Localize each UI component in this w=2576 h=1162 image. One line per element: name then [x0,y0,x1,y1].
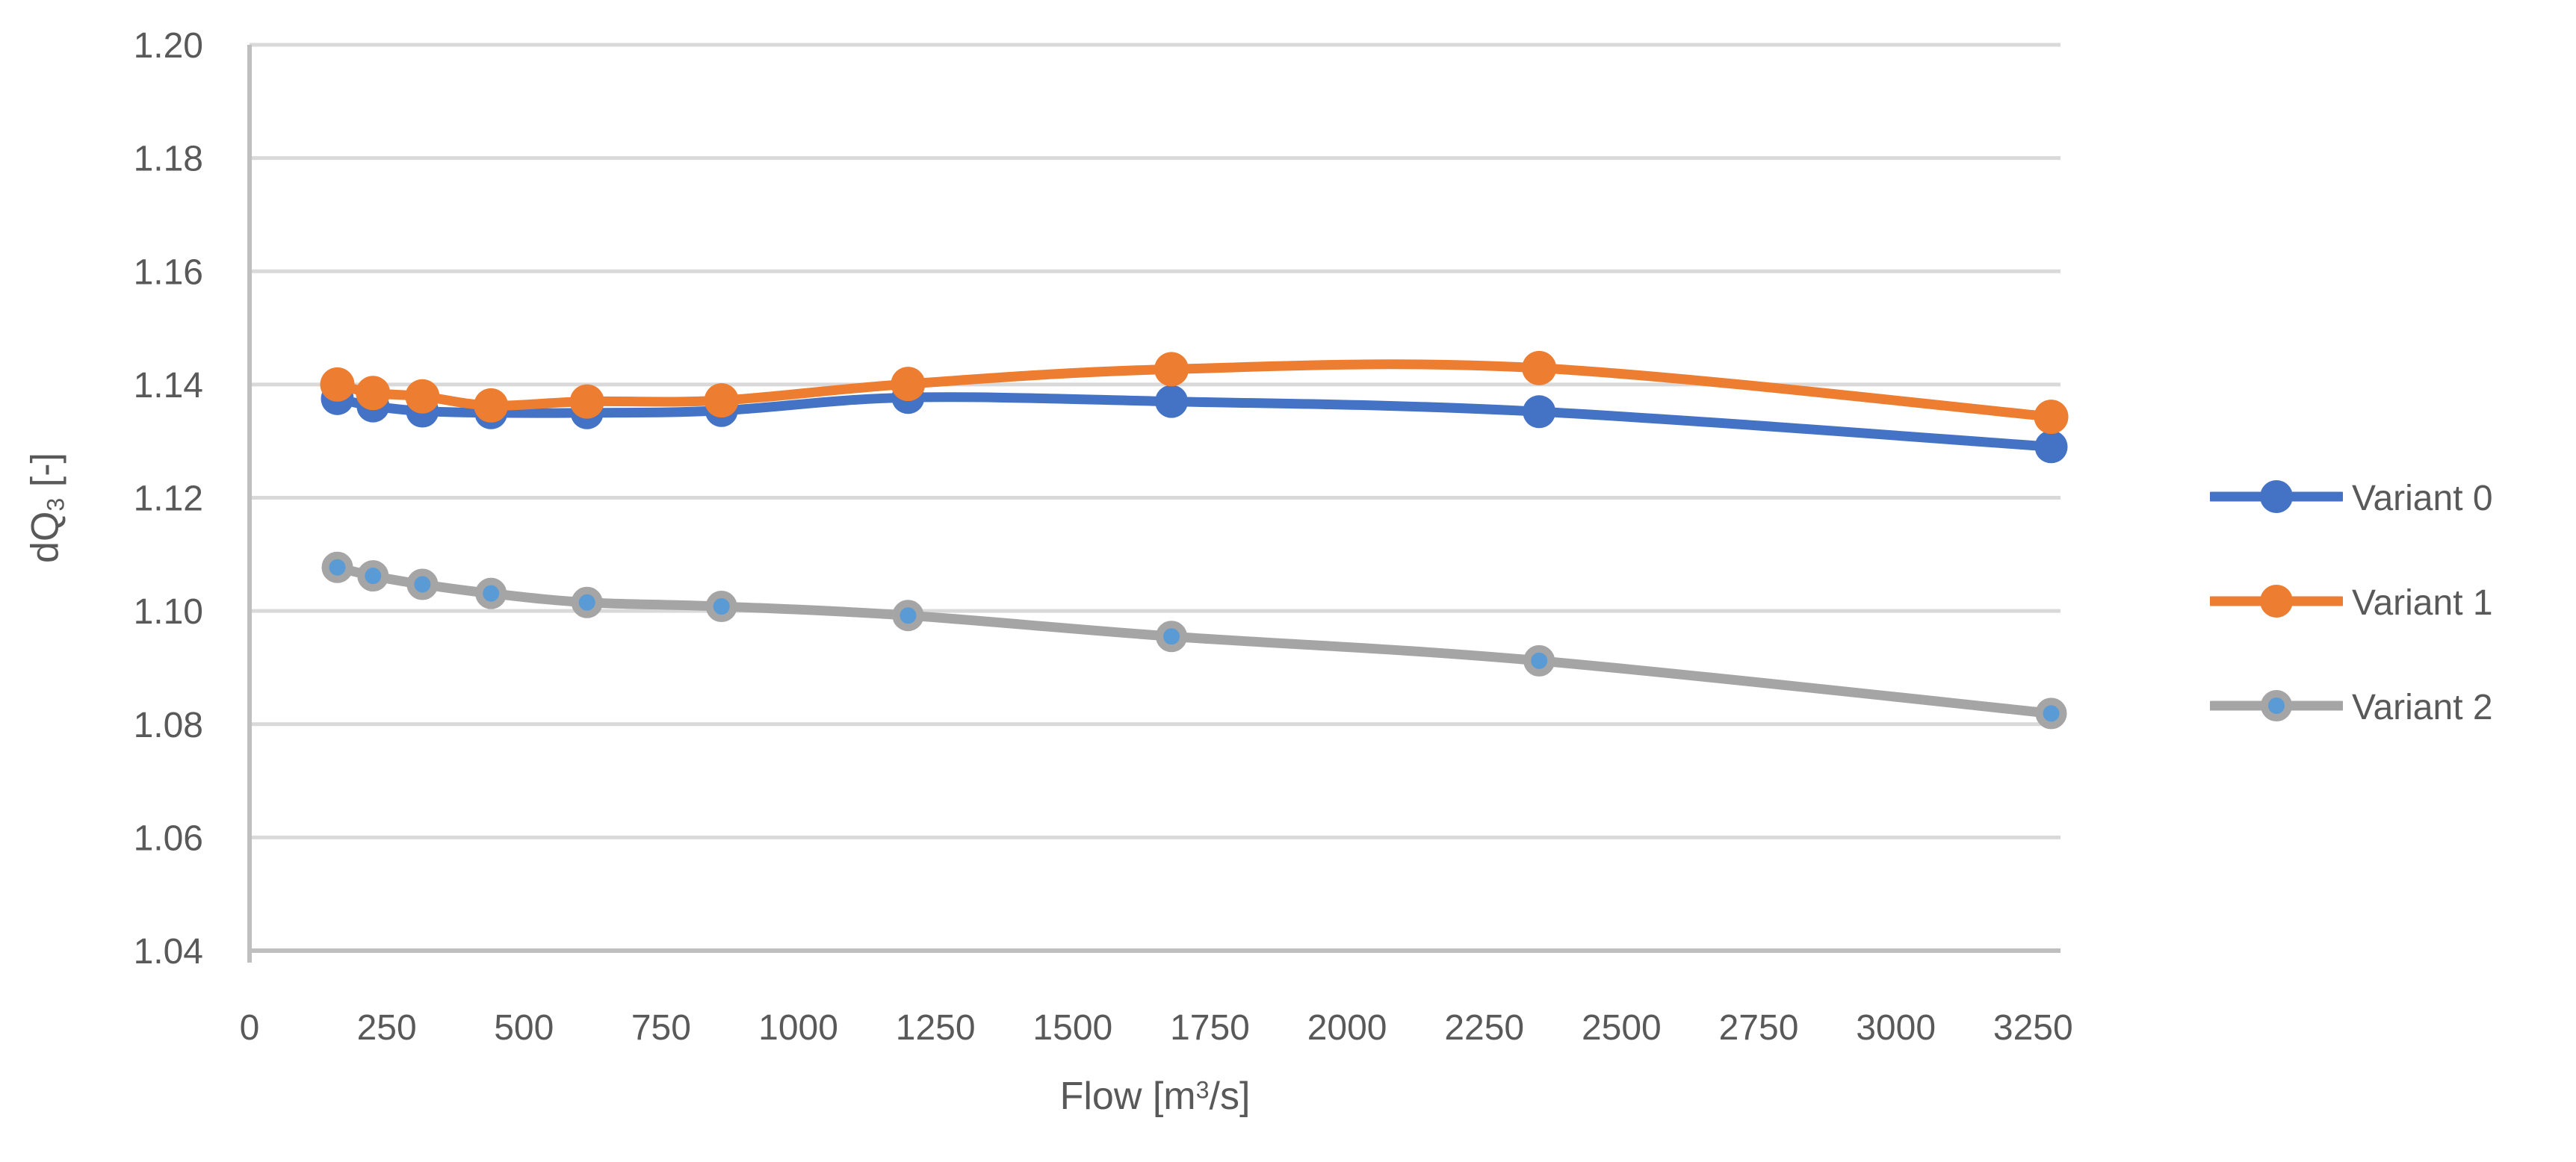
legend-item-variant-0: Variant 0 [2206,446,2493,550]
variant-1-line [332,359,2057,422]
x-tick-label: 1250 [896,1008,976,1048]
y-tick-label: 1.12 [134,479,203,519]
x-tick-label: 1750 [1170,1008,1250,1048]
x-tick-label: 0 [240,1008,260,1048]
x-tick-label: 1500 [1032,1008,1112,1048]
y-tick-label: 1.14 [134,366,203,406]
variant-0-marker [2034,430,2068,464]
y-tick-label: 1.08 [134,706,203,745]
variant-0-marker [1523,395,1556,429]
y-tick-label: 1.04 [134,932,203,972]
x-axis-title-superscript: 3 [1195,1076,1210,1104]
variant-2-marker [321,551,353,583]
legend-item-variant-2: Variant 2 [2206,655,2493,759]
legend-label: Variant 2 [2352,687,2493,727]
y-axis-title: dQ3 [-] [23,453,69,563]
variant-1-marker [356,376,391,411]
legend-item-variant-1: Variant 1 [2206,550,2493,655]
gridlines [250,43,2061,839]
variant-1-marker [704,383,739,418]
y-axis-title-subscript: 3 [42,497,69,512]
variant-2-marker [892,600,924,632]
variant-2-marker [2035,697,2067,730]
x-tick-label: 3000 [1856,1008,1936,1048]
y-tick-label: 1.20 [134,26,203,66]
y-tick-label: 1.06 [134,818,203,858]
variant-2-marker [571,586,603,618]
variant-1-marker [1154,352,1189,387]
variant-0-legend-marker-icon [2206,476,2347,521]
variant-2-marker [406,568,439,600]
variant-2-marker [357,560,389,592]
variant-1-marker [2034,400,2069,435]
y-tick-label: 1.10 [134,592,203,632]
legend-label: Variant 0 [2352,478,2493,518]
variant-0-marker [1155,385,1189,418]
variant-2-marker [1156,621,1188,653]
variant-1-marker [405,379,440,414]
variant-1-marker [891,367,926,402]
variant-2-line [332,562,2057,718]
axes [247,45,2061,963]
variant-2-marker [705,591,737,623]
x-tick-label: 2750 [1719,1008,1799,1048]
variant-0-line [332,392,2057,452]
tick-labels: 1.04 1.06 1.08 1.10 1.12 1.14 1.16 1.18 1.20 0 250… [134,26,2073,1048]
variant-1-legend-marker-icon [2206,580,2347,626]
x-tick-label: 2000 [1307,1008,1387,1048]
variant-1-marker [474,388,509,423]
series-variant-2 [321,551,2067,730]
x-tick-label: 2500 [1582,1008,1662,1048]
x-tick-label: 1000 [758,1008,838,1048]
x-axis-title: Flow [m3/s] [1059,1075,1251,1118]
series-variant-1 [320,350,2069,435]
x-tick-label: 500 [494,1008,554,1048]
legend-label: Variant 1 [2352,582,2493,623]
variant-1-marker [1522,350,1557,385]
variant-2-marker [475,577,507,609]
y-tick-label: 1.18 [134,140,203,179]
x-tick-label: 750 [631,1008,691,1048]
variant-2-marker [1523,644,1555,677]
x-tick-label: 3250 [1993,1008,2073,1048]
variant-1-marker [320,367,355,402]
y-tick-label: 1.16 [134,252,203,292]
variant-1-marker [569,384,604,419]
x-tick-label: 250 [357,1008,417,1048]
legend: Variant 0 Variant 1 Variant 2 [2206,446,2493,759]
x-tick-label: 2250 [1444,1008,1524,1048]
variant-2-legend-marker-icon [2206,685,2347,730]
